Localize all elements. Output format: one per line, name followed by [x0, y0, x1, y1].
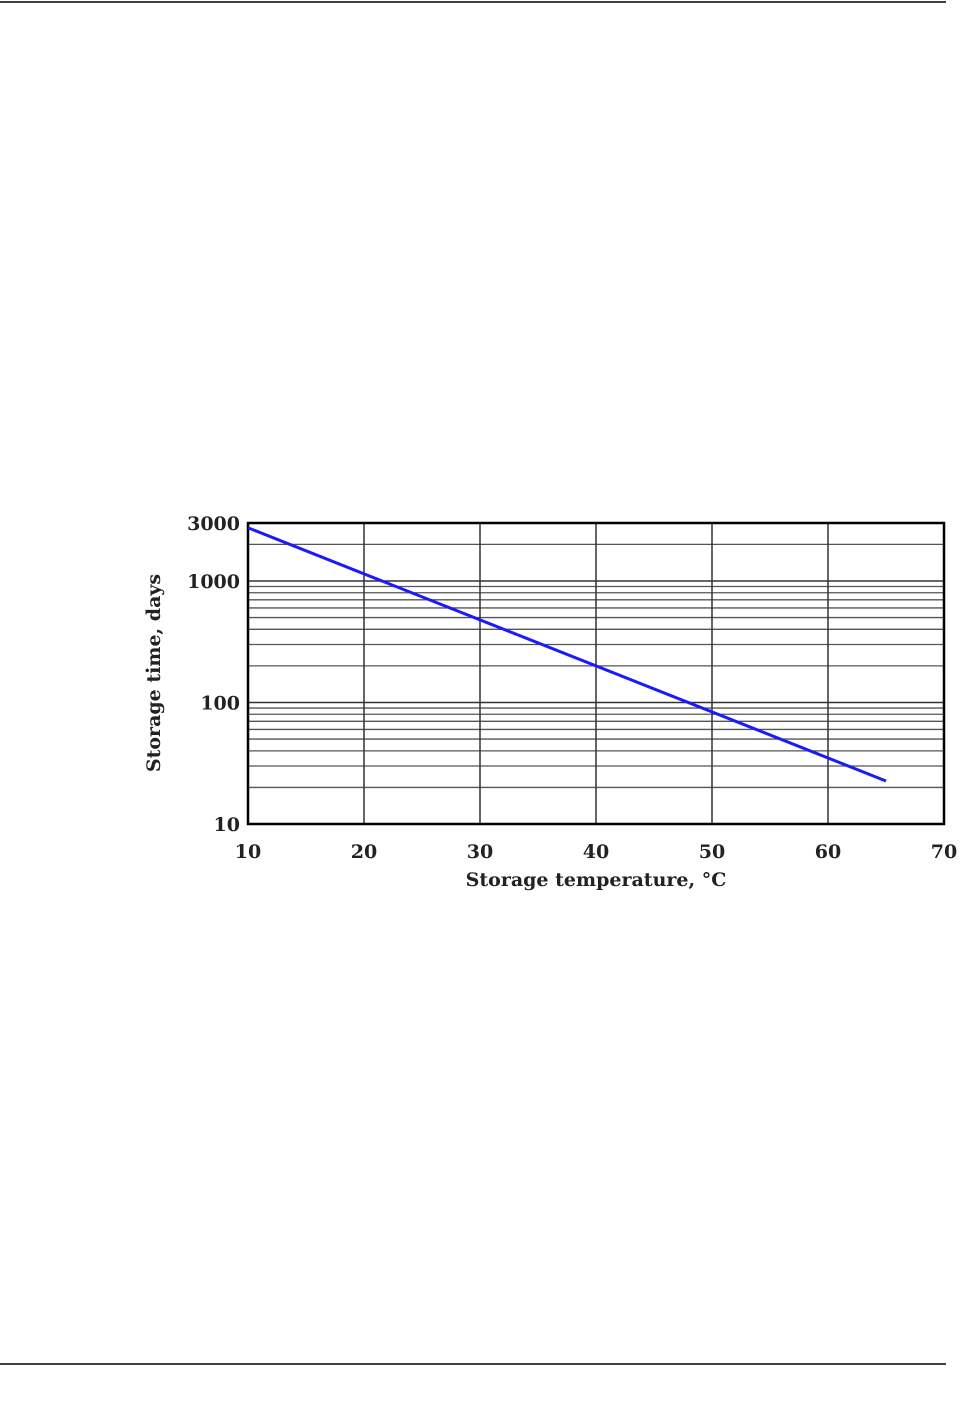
x-tick-label: 40 [583, 841, 609, 863]
y-tick-label: 1000 [187, 571, 240, 593]
y-tick-label: 10 [214, 814, 240, 836]
y-tick-label: 3000 [187, 513, 240, 535]
x-tick-label: 50 [699, 841, 725, 863]
y-tick-label: 100 [200, 692, 240, 714]
x-tick-label: 60 [815, 841, 841, 863]
data-line [247, 526, 887, 783]
x-tick-label: 30 [467, 841, 493, 863]
chart: Storage temperature, °C Storage time, da… [143, 513, 957, 891]
y-axis-label: Storage time, days [143, 574, 165, 772]
x-tick-label: 10 [235, 841, 261, 863]
x-tick-label: 70 [931, 841, 957, 863]
x-axis-label: Storage temperature, °C [466, 869, 727, 891]
x-tick-label: 20 [351, 841, 377, 863]
plot-frame [246, 521, 946, 826]
